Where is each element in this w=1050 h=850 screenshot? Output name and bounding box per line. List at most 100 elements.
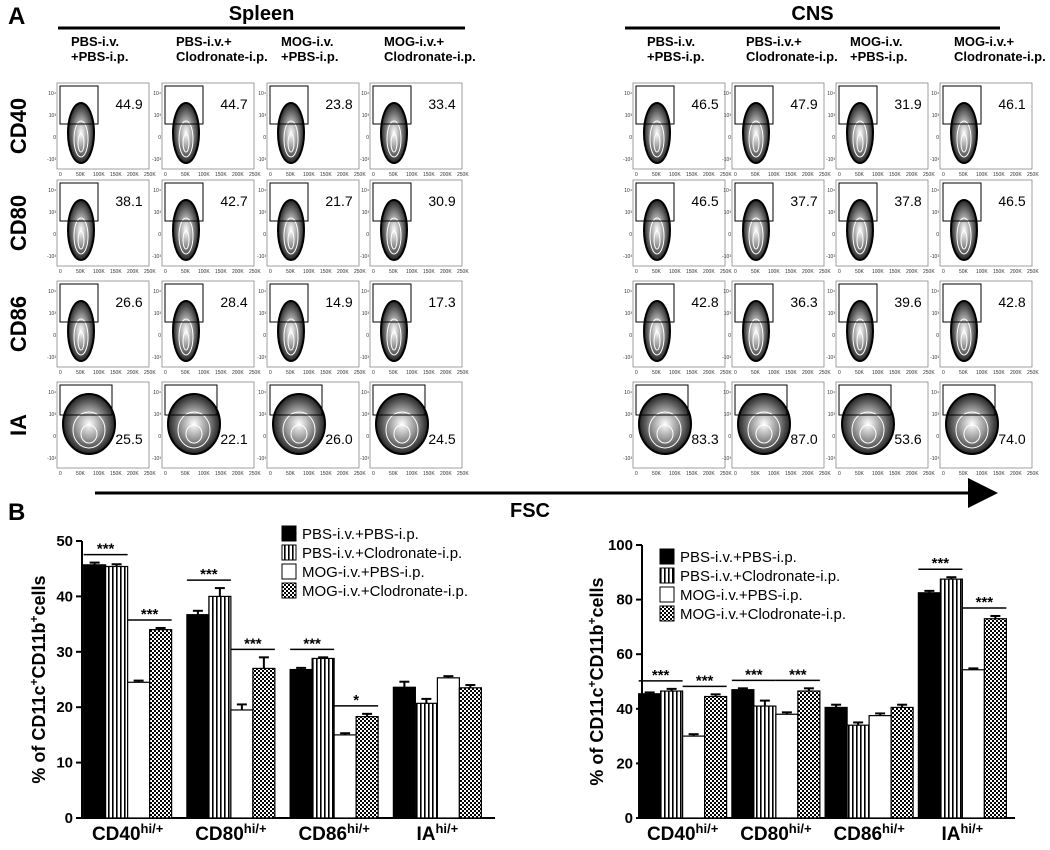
flow-x-tick: 200K — [232, 269, 244, 275]
flow-x-tick: 250K — [249, 471, 261, 477]
bar — [355, 716, 379, 819]
gate — [942, 384, 996, 416]
flow-y-tick: 10³ — [724, 311, 732, 317]
flow-contour — [390, 230, 398, 250]
flow-y-tick: 10³ — [362, 210, 370, 216]
gate — [164, 283, 204, 323]
flow-x-tick: 50K — [389, 269, 399, 275]
row-label: CD86 — [6, 296, 31, 352]
flow-y-tick: 10⁴ — [48, 91, 56, 97]
flow-x-tick: 100K — [768, 471, 780, 477]
flow-x-tick: 50K — [76, 471, 86, 477]
flow-y-tick: 10⁴ — [153, 390, 161, 396]
flow-y-tick: 10³ — [362, 311, 370, 317]
significance-label: *** — [696, 672, 714, 689]
gate — [734, 283, 774, 323]
bar — [252, 667, 276, 819]
flow-x-tick: 250K — [720, 471, 732, 477]
significance-label: *** — [745, 666, 763, 683]
flow-y-tick: 10³ — [154, 412, 162, 418]
flow-x-tick: 0 — [59, 471, 62, 477]
flow-x-tick: 100K — [976, 172, 988, 178]
flow-x-tick: 0 — [942, 370, 945, 376]
flow-x-tick: 0 — [734, 370, 737, 376]
flow-x-tick: 150K — [686, 269, 698, 275]
significance-label: *** — [141, 606, 159, 623]
bar — [939, 578, 963, 819]
column-label: PBS-i.v. — [71, 34, 119, 49]
flow-x-tick: 250K — [144, 269, 156, 275]
flow-y-tick: 10³ — [724, 412, 732, 418]
flow-x-tick: 100K — [303, 172, 315, 178]
flow-x-tick: 50K — [181, 269, 191, 275]
bar — [289, 668, 313, 819]
flow-y-tick: 10³ — [625, 412, 633, 418]
flow-y-tick: 10⁴ — [624, 91, 632, 97]
flow-x-tick: 50K — [751, 370, 761, 376]
flow-x-tick: 200K — [802, 269, 814, 275]
flow-x-tick: 250K — [457, 269, 469, 275]
gate-percentage: 24.5 — [428, 431, 455, 447]
flow-y-tick: -10³ — [930, 456, 939, 462]
flow-y-tick: 0 — [366, 434, 369, 440]
flow-contour — [172, 102, 200, 164]
flow-x-tick: 250K — [144, 172, 156, 178]
column-label: +PBS-i.p. — [850, 49, 907, 64]
flow-y-tick: 0 — [728, 333, 731, 339]
flow-contour — [960, 133, 968, 153]
flow-y-tick: 0 — [366, 232, 369, 238]
flow-y-tick: 0 — [936, 434, 939, 440]
flow-contour — [846, 199, 874, 261]
flow-x-tick: 0 — [635, 269, 638, 275]
flow-x-tick: 0 — [838, 172, 841, 178]
gate — [942, 182, 982, 222]
flow-y-tick: -10³ — [257, 254, 266, 260]
flow-x-tick: 250K — [819, 172, 831, 178]
flow-y-tick: -10³ — [257, 157, 266, 163]
flow-x-tick: 100K — [303, 471, 315, 477]
flow-y-tick: -10³ — [360, 355, 369, 361]
flow-contour — [649, 217, 665, 255]
flow-contour — [178, 217, 194, 255]
flow-y-tick: -10³ — [360, 157, 369, 163]
flow-contour — [380, 199, 408, 261]
flow-y-tick: 10⁴ — [258, 289, 266, 295]
flow-x-tick: 100K — [198, 269, 210, 275]
flow-x-tick: 100K — [976, 471, 988, 477]
flow-x-tick: 250K — [457, 370, 469, 376]
flow-contour — [380, 300, 408, 362]
flow-y-tick: -10³ — [152, 355, 161, 361]
flow-x-tick: 100K — [872, 269, 884, 275]
flow-x-tick: 150K — [785, 471, 797, 477]
flow-contour — [283, 217, 299, 255]
flow-x-tick: 150K — [993, 269, 1005, 275]
flow-y-tick: 0 — [629, 135, 632, 141]
flow-y-tick: 0 — [53, 232, 56, 238]
flow-x-tick: 250K — [1027, 471, 1039, 477]
flow-contour — [272, 393, 326, 455]
column-label: +PBS-i.p. — [71, 49, 128, 64]
gate — [838, 85, 878, 125]
gate-percentage: 83.3 — [691, 431, 718, 447]
gate-percentage: 47.9 — [790, 96, 817, 112]
flow-contour — [748, 217, 764, 255]
flow-y-tick: 10³ — [49, 412, 57, 418]
flow-contour — [653, 230, 661, 250]
bar — [797, 690, 821, 819]
flow-y-tick: 10³ — [154, 311, 162, 317]
flow-contour — [386, 120, 402, 158]
gate-percentage: 31.9 — [894, 96, 921, 112]
flow-x-tick: 250K — [1027, 370, 1039, 376]
x-tick-label: CD80hi/+ — [195, 821, 267, 846]
flow-x-tick: 200K — [906, 370, 918, 376]
gate — [942, 85, 982, 125]
gate — [372, 85, 412, 125]
flow-y-tick: 0 — [158, 333, 161, 339]
column-label: MOG-i.v. — [281, 34, 333, 49]
category-name: CD80 — [740, 824, 789, 845]
flow-x-tick: 150K — [215, 172, 227, 178]
flow-x-tick: 100K — [872, 370, 884, 376]
flow-contour — [77, 331, 85, 351]
flow-y-tick: -10³ — [826, 157, 835, 163]
flow-x-tick: 200K — [906, 471, 918, 477]
